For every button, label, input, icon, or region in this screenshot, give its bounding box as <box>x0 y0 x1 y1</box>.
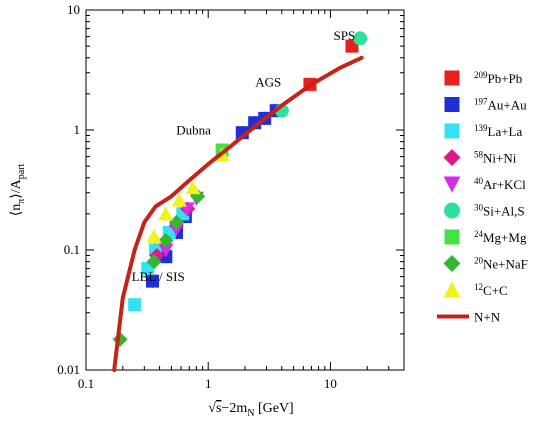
legend-label-58-ni-ni: 58Ni+Ni <box>474 150 517 166</box>
x-tick-label: 0.1 <box>78 376 94 391</box>
point-20-ne-naf <box>146 254 162 270</box>
y-tick-label: 10 <box>67 2 80 17</box>
point-139-la-la <box>128 298 142 312</box>
x-tick-label: 10 <box>324 376 337 391</box>
point-12-c-c <box>171 192 187 207</box>
legend-swatch-20-ne-naf <box>443 255 461 272</box>
legend-label-40-ar-kcl: 40Ar+KCl <box>474 176 526 192</box>
x-axis-label: √s−2mN [GeV] <box>208 401 293 419</box>
point-20-ne-naf <box>158 232 174 248</box>
legend-swatch-58-ni-ni <box>443 149 461 166</box>
legend-label-30-si-al-s: 30Si+Al,S <box>474 203 525 219</box>
legend-label-209-pb-pb: 209Pb+Pb <box>474 70 522 86</box>
point-12-c-c <box>185 180 201 195</box>
legend-label--n-n: N+N <box>474 310 501 325</box>
legend-label-197-au-au: 197Au+Au <box>474 97 527 113</box>
x-tick-label: 1 <box>205 376 212 391</box>
annotation-lbl-sis: LBL / SIS <box>132 269 185 284</box>
point-12-c-c <box>146 228 162 243</box>
legend-swatch-139-la-la <box>444 123 460 139</box>
legend-swatch-30-si-al-s <box>444 202 460 219</box>
legend-label-139-la-la: 139La+La <box>474 123 522 139</box>
legend-swatch-209-pb-pb <box>444 70 460 86</box>
point-197-au-au <box>145 274 159 288</box>
y-tick-label: 1 <box>74 122 81 137</box>
y-tick-label: 0.01 <box>57 362 80 377</box>
point-30-si-al-s <box>353 31 368 46</box>
legend-swatch-197-au-au <box>444 97 460 112</box>
point-40-ar-kcl <box>158 243 174 258</box>
legend-label-24-mg-mg: 24Mg+Mg <box>474 229 527 245</box>
point-12-c-c <box>158 206 174 221</box>
annotation-dubna: Dubna <box>176 122 211 137</box>
data-marks <box>112 31 368 372</box>
plot-frame <box>85 9 405 371</box>
annotation-sps: SPS <box>333 28 355 43</box>
y-tick-label: 0.1 <box>64 242 80 257</box>
y-axis-label: ⟨nπ⟩/Apart <box>9 164 27 217</box>
legend-swatch-24-mg-mg <box>444 229 460 245</box>
point-20-ne-naf <box>168 214 184 230</box>
series-line-n-n <box>112 55 364 372</box>
legend-swatch-12-c-c <box>443 281 461 298</box>
legend: 209Pb+Pb 197Au+Au 139La+La 58Ni+Ni 40Ar+KCl 3… <box>437 70 528 325</box>
legend-swatch-40-ar-kcl <box>443 176 461 193</box>
annotation-ags: AGS <box>255 75 281 90</box>
legend-label-12-c-c: 12C+C <box>474 282 508 298</box>
legend-label-20-ne-naf: 20Ne+NaF <box>474 256 528 272</box>
annotations: SPS AGS Dubna LBL / SIS <box>132 28 355 284</box>
